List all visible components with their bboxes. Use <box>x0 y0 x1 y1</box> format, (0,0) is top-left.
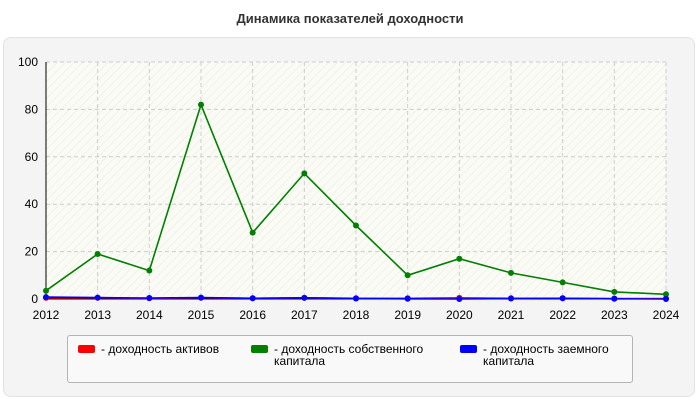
tick-labels: 0 20 40 60 80 100 2012 2013 2014 2015 2016 2017 2018… <box>18 55 680 322</box>
data-point-equity[interactable] <box>353 222 359 229</box>
chart-title: Динамика показателей доходности <box>236 11 464 26</box>
y-tick-label: 80 <box>25 102 39 116</box>
y-tick-label: 60 <box>25 150 39 164</box>
data-point-equity[interactable] <box>43 287 49 294</box>
legend: - доходность активов - доходность собств… <box>67 335 633 383</box>
data-point-debt[interactable] <box>146 295 153 302</box>
data-point-debt[interactable] <box>456 296 463 302</box>
x-tick-label: 2019 <box>394 308 421 322</box>
data-point-equity[interactable] <box>301 170 308 177</box>
data-point-debt[interactable] <box>249 295 256 302</box>
data-point-equity[interactable] <box>456 255 463 262</box>
data-point-debt[interactable] <box>43 294 49 301</box>
y-tick-label: 100 <box>18 55 38 69</box>
data-point-equity[interactable] <box>559 279 566 286</box>
y-tick-label: 20 <box>25 245 39 259</box>
x-tick-label: 2014 <box>136 308 163 322</box>
data-point-equity[interactable] <box>404 272 411 279</box>
legend-label-equity: - доходность собственного капитала <box>274 342 424 368</box>
data-point-debt[interactable] <box>353 295 359 302</box>
y-tick-label: 40 <box>25 197 39 211</box>
data-point-debt[interactable] <box>663 296 669 302</box>
data-point-debt[interactable] <box>508 295 514 302</box>
x-tick-label: 2021 <box>498 308 525 322</box>
x-tick-label: 2023 <box>601 308 628 322</box>
data-point-debt[interactable] <box>301 294 308 301</box>
y-tick-label: 0 <box>31 292 38 306</box>
x-tick-label: 2012 <box>33 308 60 322</box>
data-point-equity[interactable] <box>198 101 204 108</box>
x-tick-label: 2013 <box>84 308 111 322</box>
legend-label-assets: - доходность активов <box>101 342 220 356</box>
data-point-debt[interactable] <box>611 295 618 302</box>
data-point-debt[interactable] <box>94 294 101 301</box>
data-point-equity[interactable] <box>94 250 101 257</box>
data-point-equity[interactable] <box>508 269 514 276</box>
data-point-debt[interactable] <box>404 295 411 302</box>
legend-swatch-debt <box>460 345 477 353</box>
data-point-equity[interactable] <box>611 288 618 295</box>
data-point-debt[interactable] <box>559 295 566 302</box>
legend-swatch-equity <box>251 345 268 353</box>
x-tick-label: 2018 <box>343 308 370 322</box>
x-tick-label: 2022 <box>549 308 576 322</box>
data-point-equity[interactable] <box>146 267 153 274</box>
data-point-equity[interactable] <box>249 229 256 236</box>
x-tick-label: 2016 <box>239 308 266 322</box>
x-tick-label: 2024 <box>653 308 680 322</box>
data-point-equity[interactable] <box>663 291 669 298</box>
legend-label-debt: - доходность заемного капитала <box>483 342 609 368</box>
x-tick-label: 2020 <box>446 308 473 322</box>
data-point-debt[interactable] <box>198 294 204 301</box>
x-tick-label: 2017 <box>291 308 318 322</box>
legend-swatch-assets <box>78 345 95 353</box>
series-layer <box>43 101 669 302</box>
x-tick-label: 2015 <box>188 308 215 322</box>
